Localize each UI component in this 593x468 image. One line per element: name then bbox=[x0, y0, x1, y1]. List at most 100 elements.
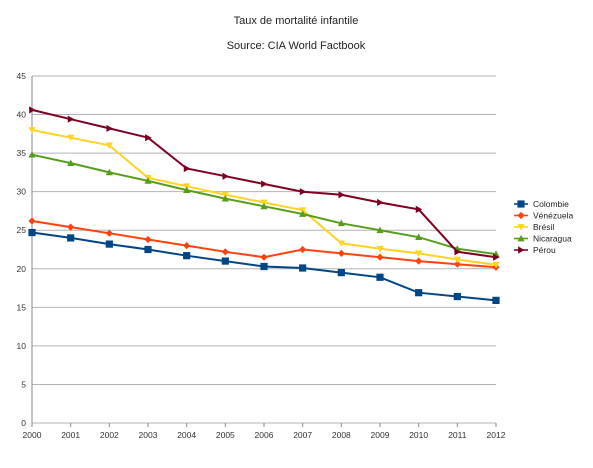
data-point bbox=[221, 257, 229, 265]
data-point bbox=[299, 210, 307, 217]
data-point bbox=[28, 217, 36, 225]
data-point bbox=[105, 168, 113, 176]
y-tick-label: 15 bbox=[17, 302, 27, 312]
data-point bbox=[106, 124, 113, 133]
data-point bbox=[454, 248, 461, 256]
x-tick-label: 2010 bbox=[409, 430, 428, 440]
legend-item: Colombie bbox=[514, 199, 569, 209]
data-point bbox=[144, 235, 152, 244]
data-point bbox=[183, 242, 191, 250]
x-tick-label: 2001 bbox=[61, 430, 80, 440]
data-point bbox=[299, 188, 307, 196]
y-tick-label: 10 bbox=[17, 341, 27, 351]
chart-subtitle: Source: CIA World Factbook bbox=[227, 40, 366, 52]
data-point bbox=[453, 260, 461, 268]
legend-marker bbox=[517, 234, 525, 242]
data-point bbox=[299, 245, 307, 254]
data-point bbox=[493, 253, 500, 261]
series-Brésil bbox=[28, 127, 500, 269]
data-point bbox=[29, 106, 36, 114]
data-point bbox=[67, 134, 75, 142]
data-point bbox=[415, 250, 423, 257]
chart-title: Taux de mortalité infantile bbox=[234, 15, 359, 27]
legend-item: Pérou bbox=[514, 245, 556, 255]
data-point bbox=[144, 245, 152, 254]
data-point bbox=[67, 159, 75, 167]
legend-item: Vénézuela bbox=[514, 211, 573, 221]
data-point bbox=[337, 240, 345, 247]
legend-item: Brésil bbox=[514, 222, 554, 232]
legend-marker bbox=[517, 200, 525, 208]
legend-marker bbox=[517, 211, 525, 220]
data-point bbox=[338, 191, 345, 199]
data-point bbox=[183, 252, 191, 260]
data-point bbox=[337, 219, 345, 227]
x-tick-label: 2002 bbox=[100, 430, 119, 440]
data-point bbox=[144, 177, 152, 184]
x-tick-label: 2005 bbox=[216, 430, 235, 440]
legend-label: Nicaragua bbox=[533, 234, 572, 244]
legend-label: Vénézuela bbox=[533, 211, 573, 221]
y-tick-label: 25 bbox=[17, 225, 27, 235]
y-tick-label: 30 bbox=[17, 187, 27, 197]
data-point bbox=[415, 257, 423, 265]
x-tick-label: 2000 bbox=[23, 430, 42, 440]
series-Colombie bbox=[28, 228, 500, 304]
y-tick-label: 35 bbox=[17, 148, 27, 158]
data-point bbox=[453, 256, 461, 264]
x-tick-label: 2011 bbox=[448, 430, 467, 440]
data-point bbox=[28, 151, 36, 158]
data-point bbox=[261, 180, 268, 188]
series-line bbox=[31, 129, 497, 266]
x-axis-ticks: 2000 2001 2002 2003 2004 2005 2006 2007 2008 2009… bbox=[23, 423, 506, 440]
series-Pérou bbox=[29, 106, 500, 261]
data-point bbox=[260, 202, 268, 210]
series-group bbox=[28, 106, 500, 304]
data-point bbox=[221, 195, 229, 202]
data-point bbox=[105, 240, 113, 248]
data-point bbox=[260, 253, 268, 261]
data-point bbox=[376, 273, 384, 281]
data-point bbox=[183, 164, 191, 173]
data-point bbox=[299, 264, 307, 272]
data-point bbox=[415, 205, 423, 214]
data-point bbox=[376, 226, 384, 234]
data-point bbox=[492, 262, 500, 269]
legend-item: Nicaragua bbox=[514, 234, 572, 244]
y-axis-ticks: 0 5 10 15 20 25 30 35 40 45 bbox=[17, 71, 27, 428]
legend-marker bbox=[517, 224, 525, 231]
data-point bbox=[260, 262, 268, 271]
data-point bbox=[222, 172, 229, 180]
legend-label: Pérou bbox=[533, 245, 556, 255]
data-point bbox=[105, 142, 113, 149]
data-point bbox=[183, 186, 191, 194]
x-tick-label: 2007 bbox=[293, 430, 312, 440]
y-tick-label: 40 bbox=[17, 110, 27, 120]
data-point bbox=[67, 223, 75, 231]
data-point bbox=[376, 245, 384, 253]
data-point bbox=[105, 229, 113, 237]
data-point bbox=[28, 127, 36, 134]
data-point bbox=[67, 115, 75, 123]
x-tick-label: 2003 bbox=[139, 430, 158, 440]
data-point bbox=[221, 248, 229, 256]
data-point bbox=[377, 198, 384, 207]
data-point bbox=[337, 269, 345, 277]
x-tick-label: 2006 bbox=[255, 430, 274, 440]
data-point bbox=[415, 233, 423, 241]
y-tick-label: 20 bbox=[17, 264, 27, 274]
legend-label: Colombie bbox=[533, 199, 569, 209]
series-Vénézuela bbox=[28, 217, 500, 271]
legend-label: Brésil bbox=[533, 222, 554, 232]
data-point bbox=[453, 292, 461, 301]
y-tick-label: 5 bbox=[21, 379, 26, 389]
x-tick-label: 2004 bbox=[177, 430, 196, 440]
data-point bbox=[415, 289, 423, 297]
x-tick-label: 2008 bbox=[332, 430, 351, 440]
data-point bbox=[145, 134, 152, 142]
data-point bbox=[28, 228, 36, 237]
data-point bbox=[337, 249, 345, 257]
data-point bbox=[376, 253, 384, 261]
